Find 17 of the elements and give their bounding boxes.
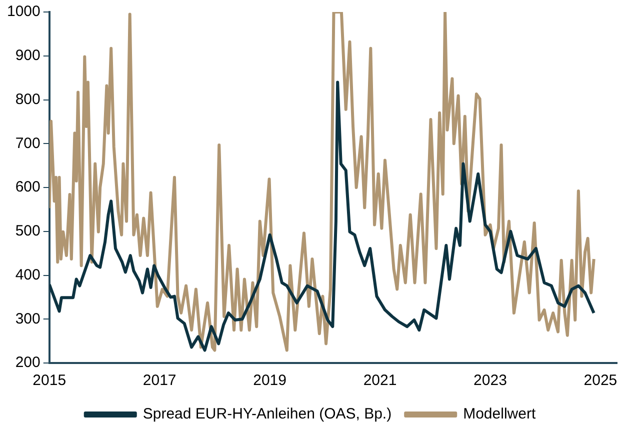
x-tick-label: 2025 [584,372,618,390]
y-tick-label: 600 [15,178,40,196]
y-tick-label: 1000 [6,3,40,20]
x-tick-label: 2017 [142,372,176,390]
x-tick-label: 2015 [32,372,66,390]
x-tick-label: 2021 [363,372,397,390]
legend-label: Modellwert [463,406,536,423]
y-tick-label: 900 [15,47,40,64]
y-tick-label: 300 [15,310,40,328]
legend-label: Spread EUR-HY-Anleihen (OAS, Bp.) [142,406,392,423]
y-tick-label: 500 [15,222,40,240]
y-tick-label: 200 [15,354,40,372]
y-tick-label: 800 [15,90,40,108]
y-tick-label: 400 [15,266,40,284]
y-tick-label: 700 [15,134,40,152]
x-tick-label: 2019 [253,372,286,390]
x-tick-label: 2023 [474,372,507,390]
